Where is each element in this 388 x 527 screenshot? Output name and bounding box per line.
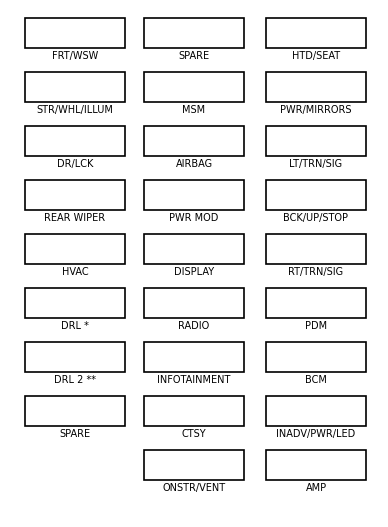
Text: MSM: MSM — [182, 105, 206, 115]
Bar — [266, 72, 366, 102]
Bar — [25, 18, 125, 48]
Bar — [266, 18, 366, 48]
Bar — [144, 126, 244, 156]
Text: DRL *: DRL * — [61, 321, 89, 331]
Bar — [266, 288, 366, 318]
Bar — [144, 342, 244, 372]
Text: HVAC: HVAC — [62, 267, 88, 277]
Text: CTSY: CTSY — [182, 429, 206, 439]
Text: LT/TRN/SIG: LT/TRN/SIG — [289, 159, 343, 169]
Bar — [144, 18, 244, 48]
Text: PDM: PDM — [305, 321, 327, 331]
Text: DRL 2 **: DRL 2 ** — [54, 375, 96, 385]
Bar — [266, 396, 366, 426]
Bar — [266, 234, 366, 264]
Bar — [266, 342, 366, 372]
Bar — [266, 450, 366, 480]
Text: RT/TRN/SIG: RT/TRN/SIG — [288, 267, 343, 277]
Text: HTD/SEAT: HTD/SEAT — [292, 51, 340, 61]
Bar — [266, 126, 366, 156]
Text: AMP: AMP — [305, 483, 327, 493]
Bar — [144, 180, 244, 210]
Text: FRT/WSW: FRT/WSW — [52, 51, 98, 61]
Text: DISPLAY: DISPLAY — [174, 267, 214, 277]
Text: PWR MOD: PWR MOD — [169, 213, 219, 223]
Text: BCK/UP/STOP: BCK/UP/STOP — [284, 213, 348, 223]
Bar — [25, 342, 125, 372]
Bar — [25, 396, 125, 426]
Text: PWR/MIRRORS: PWR/MIRRORS — [280, 105, 352, 115]
Text: STR/WHL/ILLUM: STR/WHL/ILLUM — [36, 105, 113, 115]
Text: AIRBAG: AIRBAG — [175, 159, 213, 169]
Text: BCM: BCM — [305, 375, 327, 385]
Bar — [25, 288, 125, 318]
Bar — [144, 396, 244, 426]
Bar — [25, 126, 125, 156]
Text: RADIO: RADIO — [178, 321, 210, 331]
Bar — [25, 180, 125, 210]
Bar — [144, 234, 244, 264]
Bar — [144, 288, 244, 318]
Bar — [25, 72, 125, 102]
Text: ONSTR/VENT: ONSTR/VENT — [163, 483, 225, 493]
Text: SPARE: SPARE — [59, 429, 90, 439]
Text: DR/LCK: DR/LCK — [57, 159, 93, 169]
Text: SPARE: SPARE — [178, 51, 210, 61]
Bar — [25, 234, 125, 264]
Bar — [144, 450, 244, 480]
Text: INFOTAINMENT: INFOTAINMENT — [157, 375, 231, 385]
Text: REAR WIPER: REAR WIPER — [45, 213, 106, 223]
Text: INADV/PWR/LED: INADV/PWR/LED — [276, 429, 356, 439]
Bar — [144, 72, 244, 102]
Bar — [266, 180, 366, 210]
